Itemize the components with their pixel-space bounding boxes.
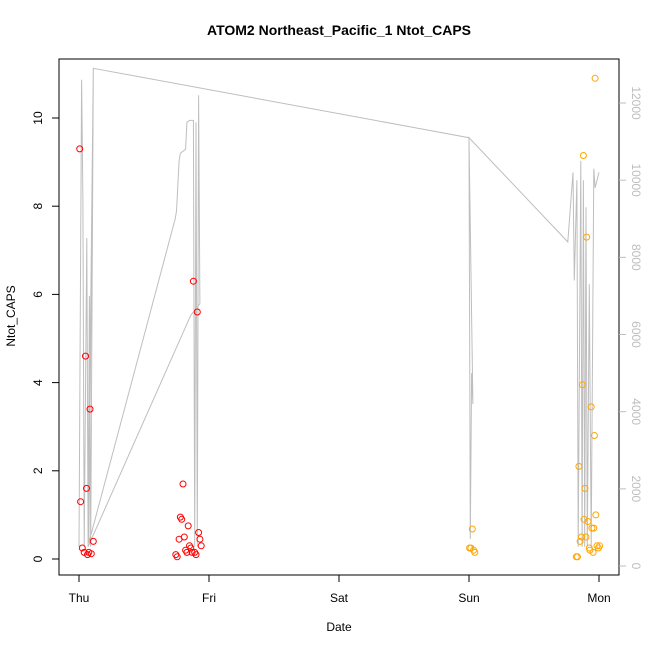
y-right-tick-label: 0 [629, 563, 643, 570]
data-point-s1-2 [468, 525, 476, 533]
data-point-s1-19 [587, 403, 595, 411]
data-point-s0-1 [77, 498, 85, 506]
x-tick-label: Fri [202, 591, 216, 605]
data-point-s0-4 [82, 352, 89, 360]
x-axis-label: Date [326, 620, 352, 634]
data-point-s1-25 [592, 511, 600, 519]
data-point-s0-9 [87, 550, 95, 558]
data-point-s1-11 [579, 152, 587, 159]
data-point-s0-15 [178, 515, 186, 523]
axis-layer: Thu Fri Sat Sun Mon 0 2 4 6 8 10 0 2000 4000 6000 8000 1… [31, 86, 643, 605]
data-point-s0-12 [173, 553, 181, 561]
y-tick-label: 10 [31, 111, 45, 125]
x-tick-label: Sun [458, 591, 479, 605]
data-point-s1-8 [576, 537, 584, 545]
data-point-s0-19 [183, 548, 191, 556]
data-point-s1-28 [596, 542, 604, 550]
data-point-s0-28 [195, 529, 203, 536]
x-tick-label: Sat [330, 591, 349, 605]
data-point-s0-27 [193, 308, 201, 316]
data-point-s0-0 [76, 145, 84, 153]
x-tick-label: Mon [587, 591, 610, 605]
data-point-s1-21 [589, 548, 597, 556]
data-point-s1-14 [582, 533, 590, 541]
data-point-s1-12 [580, 515, 588, 523]
y-right-tick-label: 2000 [629, 475, 643, 502]
series-line-gray [78, 67, 600, 547]
y-right-tick-label: 4000 [629, 398, 643, 425]
data-point-s0-30 [197, 542, 205, 550]
y-right-tick-label: 10000 [629, 163, 643, 197]
plot-frame [58, 58, 620, 576]
data-point-s0-24 [189, 277, 197, 285]
data-point-s1-22 [590, 524, 598, 532]
data-point-s0-22 [187, 544, 195, 552]
data-point-s1-7 [575, 462, 583, 470]
data-point-s0-16 [179, 480, 187, 488]
y-right-tick-label: 8000 [629, 244, 643, 271]
data-point-s1-10 [578, 381, 586, 389]
data-point-s0-20 [184, 522, 192, 530]
y-tick-label: 4 [31, 379, 45, 386]
y-tick-label: 6 [31, 291, 45, 298]
gray-line-layer [78, 67, 600, 547]
point-layer [76, 74, 604, 561]
data-point-s1-9 [578, 533, 585, 541]
y-tick-label: 8 [31, 203, 45, 210]
y-right-tick-label: 6000 [629, 321, 643, 348]
data-point-s1-20 [588, 524, 596, 532]
data-point-s0-2 [78, 544, 86, 552]
data-point-s1-16 [584, 518, 592, 525]
data-point-s1-13 [581, 484, 589, 492]
data-point-s1-15 [583, 233, 591, 241]
data-point-s0-26 [192, 551, 200, 559]
data-point-s1-4 [471, 548, 479, 556]
data-point-s1-6 [574, 553, 581, 561]
data-point-s0-10 [89, 537, 97, 545]
y-right-tick-label: 12000 [629, 86, 643, 120]
chart-title: ATOM2 Northeast_Pacific_1 Ntot_CAPS [207, 22, 471, 38]
y-axis-label: Ntot_CAPS [4, 285, 18, 346]
data-point-s1-24 [591, 74, 599, 82]
data-point-s0-17 [180, 533, 188, 541]
y-tick-label: 2 [31, 467, 45, 474]
data-point-s0-5 [83, 484, 90, 492]
data-point-s0-29 [196, 535, 204, 543]
data-point-s0-23 [188, 548, 196, 556]
data-point-s1-23 [590, 432, 598, 439]
data-point-s0-8 [86, 405, 94, 413]
x-tick-label: Thu [69, 591, 90, 605]
y-tick-label: 0 [31, 555, 45, 562]
